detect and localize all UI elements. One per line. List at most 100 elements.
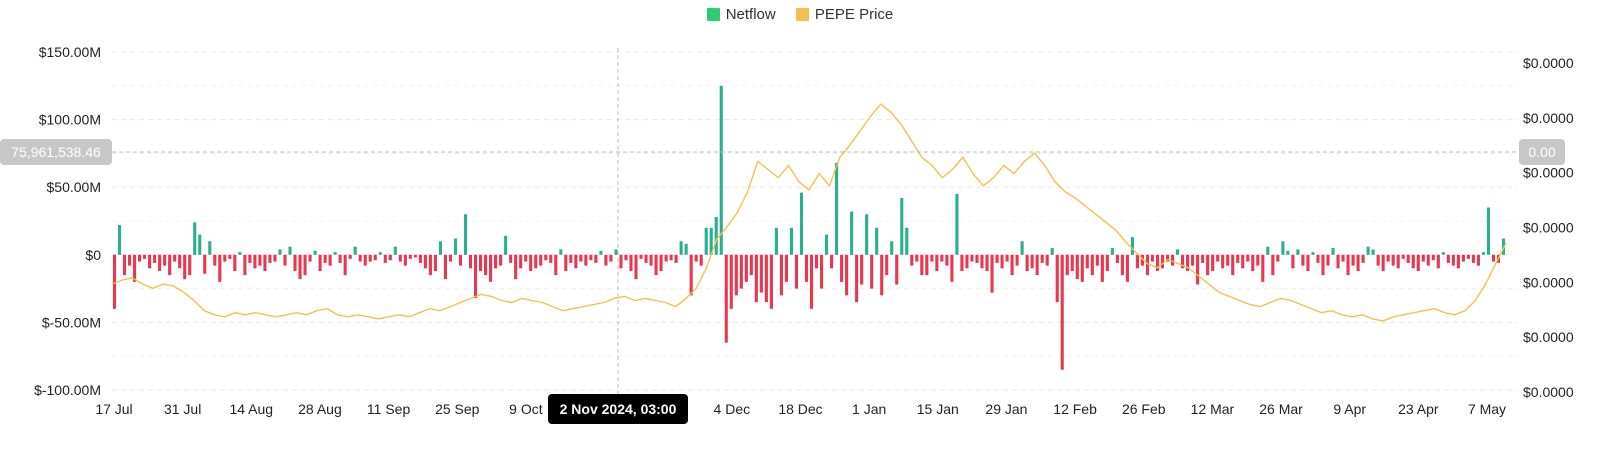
netflow-bar (870, 254, 874, 289)
netflow-bar (614, 249, 618, 255)
netflow-bar (368, 254, 372, 262)
netflow-bar (173, 254, 177, 262)
crosshair-right-badge (1519, 139, 1565, 165)
netflow-bar (990, 254, 994, 293)
netflow-bar (714, 216, 718, 255)
netflow-bar (1411, 254, 1415, 269)
netflow-bar (1191, 254, 1195, 266)
legend-label-price: PEPE Price (814, 6, 894, 23)
legend-item-netflow[interactable]: Netflow (706, 6, 776, 23)
netflow-bar (639, 254, 643, 259)
netflow-bar (1396, 254, 1400, 269)
netflow-bar (1306, 254, 1310, 272)
netflow-bar (138, 254, 142, 262)
netflow-bar (799, 192, 804, 255)
netflow-bar (238, 252, 242, 255)
netflow-bar (163, 254, 167, 266)
netflow-bar (1381, 254, 1385, 272)
netflow-bar (1145, 254, 1150, 276)
netflow-bar (1226, 254, 1230, 266)
netflow-bar (900, 198, 904, 255)
netflow-bar (759, 254, 763, 293)
netflow-bar (428, 254, 432, 276)
netflow-bar (669, 254, 673, 261)
netflow-bar (1085, 254, 1089, 269)
netflow-bar (1331, 248, 1335, 255)
netflow-bar (408, 254, 412, 259)
netflow-bar (1130, 237, 1134, 255)
netflow-bar (1486, 207, 1491, 255)
netflow-bar (188, 254, 192, 276)
crosshair-x-badge (548, 394, 688, 424)
netflow-bar (559, 249, 563, 255)
netflow-bar (890, 241, 894, 255)
x-axis-tick-label: 26 Mar (1259, 401, 1303, 417)
netflow-bar (604, 254, 608, 266)
netflow-bar (1436, 254, 1440, 269)
netflow-bar (609, 254, 613, 262)
netflow-bar (438, 241, 442, 255)
netflow-bar (729, 254, 733, 309)
netflow-bar (363, 254, 367, 266)
netflow-bar (860, 254, 864, 285)
netflow-bar (473, 254, 478, 299)
netflow-bar (574, 254, 578, 269)
left-axis-tick-label: $-50.00M (42, 314, 101, 330)
netflow-bar (248, 254, 252, 263)
netflow-bar (499, 254, 503, 266)
x-axis-tick-label: 31 Jul (164, 401, 201, 417)
netflow-bar (1196, 254, 1200, 285)
netflow-bar (1186, 254, 1190, 272)
netflow-bar (995, 254, 999, 263)
crosshair-y-label: 75,961,538.46 (11, 144, 101, 160)
netflow-bar (143, 254, 147, 259)
netflow-bar (293, 254, 297, 272)
netflow-bar (1266, 246, 1270, 255)
netflow-bar (749, 254, 753, 276)
netflow-bar (845, 254, 849, 296)
netflow-bar (1110, 248, 1114, 255)
netflow-bar (905, 227, 909, 255)
netflow-bar (148, 254, 152, 269)
netflow-bar (218, 254, 222, 282)
netflow-bar (1095, 254, 1099, 266)
netflow-bar (734, 254, 738, 296)
netflow-bar (1170, 254, 1175, 266)
netflow-bar (840, 254, 844, 282)
netflow-bar (1125, 254, 1129, 282)
netflow-bar (519, 254, 523, 269)
netflow-bar (1446, 254, 1450, 263)
netflow-bar (699, 254, 703, 266)
netflow-bar (253, 254, 257, 269)
netflow-bar (1070, 254, 1074, 272)
netflow-bar (970, 254, 974, 262)
x-axis-tick-label: 11 Sep (367, 401, 411, 417)
netflow-bar (338, 254, 342, 263)
netflow-bar (1296, 249, 1300, 255)
netflow-bar (458, 254, 463, 266)
netflow-bar (1045, 254, 1049, 266)
netflow-bar (539, 254, 543, 266)
x-axis-tick-label: 14 Aug (229, 401, 273, 417)
crosshair-y-badge (0, 139, 112, 165)
legend-label-netflow: Netflow (725, 6, 776, 23)
netflow-bar (278, 249, 282, 255)
netflow-bar (875, 227, 879, 255)
netflow-bar (544, 254, 548, 261)
netflow-bar (1281, 241, 1285, 255)
netflow-bar (468, 254, 473, 269)
netflow-bar (358, 254, 362, 262)
netflow-bar (1416, 254, 1420, 272)
netflow-bar (353, 246, 357, 255)
netflow-bar (273, 254, 277, 262)
netflow-bar (112, 254, 117, 309)
netflow-bar (529, 254, 533, 272)
netflow-bar (1176, 249, 1180, 255)
netflow-bar (1461, 254, 1465, 262)
right-axis-tick-label: $0.0000 (1523, 274, 1574, 290)
netflow-bar (980, 254, 984, 269)
netflow-bar (659, 254, 663, 272)
right-axis-tick-label: $0.0000 (1523, 329, 1574, 345)
legend-item-price[interactable]: PEPE Price (795, 6, 894, 23)
